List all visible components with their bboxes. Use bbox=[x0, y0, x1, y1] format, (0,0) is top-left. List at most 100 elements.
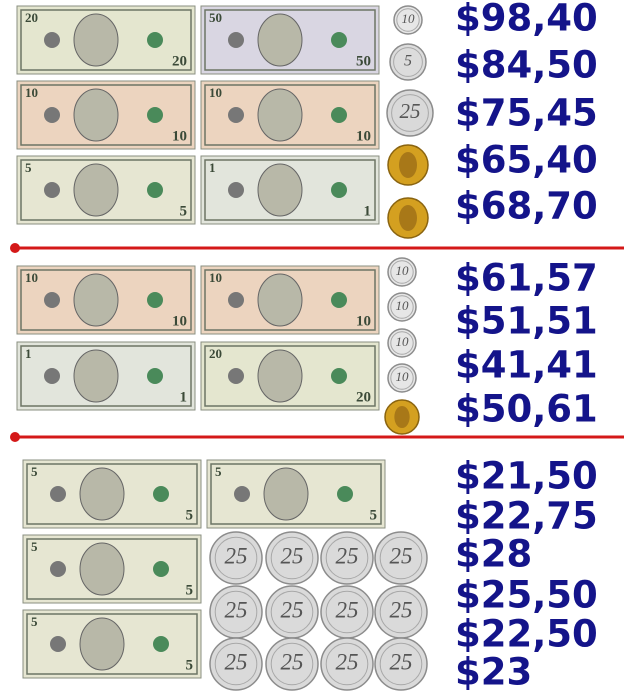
seal bbox=[147, 182, 163, 198]
portrait bbox=[74, 274, 118, 326]
bill: 1010 bbox=[17, 81, 195, 149]
seal bbox=[44, 32, 60, 48]
gold-coin-figure bbox=[394, 406, 409, 428]
coin-value: 25 bbox=[225, 543, 248, 568]
bill: 1010 bbox=[201, 81, 379, 149]
seal bbox=[331, 368, 347, 384]
seal bbox=[50, 636, 66, 652]
bill-denomination: 20 bbox=[209, 346, 222, 361]
coin-value: 10 bbox=[396, 334, 410, 349]
seal bbox=[153, 486, 169, 502]
seal bbox=[331, 182, 347, 198]
price-option: $25,50 bbox=[455, 574, 598, 617]
seal bbox=[228, 292, 244, 308]
bill-denomination: 1 bbox=[25, 346, 32, 361]
coin-value: 25 bbox=[336, 543, 359, 568]
price-option: $21,50 bbox=[455, 455, 598, 498]
price-option: $23 bbox=[455, 651, 532, 692]
price-option: $75,45 bbox=[455, 92, 598, 135]
portrait bbox=[264, 468, 308, 520]
portrait bbox=[258, 14, 302, 66]
gold-coin-figure bbox=[399, 205, 417, 231]
portrait bbox=[80, 618, 124, 670]
portrait bbox=[74, 164, 118, 216]
price-option: $51,51 bbox=[455, 300, 598, 343]
bill: 55 bbox=[17, 156, 195, 224]
portrait bbox=[80, 543, 124, 595]
portrait bbox=[74, 350, 118, 402]
gold-coin-figure bbox=[399, 152, 417, 178]
bill-denomination: 5 bbox=[180, 203, 188, 219]
seal bbox=[147, 368, 163, 384]
coin-value: 25 bbox=[390, 597, 413, 622]
price-option: $61,57 bbox=[455, 257, 598, 300]
bill: 55 bbox=[23, 610, 201, 678]
price-option: $84,50 bbox=[455, 44, 598, 87]
divider-dot bbox=[10, 243, 20, 253]
seal bbox=[44, 368, 60, 384]
bill-denomination: 1 bbox=[364, 203, 372, 219]
bill-denomination: 50 bbox=[209, 10, 222, 25]
seal bbox=[228, 182, 244, 198]
price-option: $68,70 bbox=[455, 185, 598, 228]
bill-denomination: 1 bbox=[180, 389, 188, 405]
bill-denomination: 20 bbox=[356, 389, 371, 405]
bill-denomination: 20 bbox=[172, 53, 187, 69]
bill-denomination: 5 bbox=[370, 507, 378, 523]
seal bbox=[153, 561, 169, 577]
seal bbox=[44, 107, 60, 123]
coin-value: 10 bbox=[396, 298, 410, 313]
coin-value: 25 bbox=[225, 649, 248, 674]
bill-denomination: 10 bbox=[356, 313, 371, 329]
portrait bbox=[74, 14, 118, 66]
coin-value: 25 bbox=[336, 649, 359, 674]
price-option: $41,41 bbox=[455, 344, 598, 387]
divider-dot bbox=[10, 432, 20, 442]
coin-value: 25 bbox=[281, 597, 304, 622]
bill-denomination: 5 bbox=[31, 614, 38, 629]
bill-denomination: 5 bbox=[31, 539, 38, 554]
bill-denomination: 5 bbox=[186, 657, 194, 673]
seal bbox=[234, 486, 250, 502]
bill: 1010 bbox=[201, 266, 379, 334]
seal bbox=[228, 107, 244, 123]
bill-denomination: 5 bbox=[186, 507, 194, 523]
seal bbox=[147, 32, 163, 48]
page: {"sections": [ {"bills": ["20", "50", "1… bbox=[0, 0, 624, 692]
price-option: $22,50 bbox=[455, 613, 598, 656]
coin-value: 10 bbox=[396, 369, 410, 384]
bill-denomination: 5 bbox=[25, 160, 32, 175]
portrait bbox=[80, 468, 124, 520]
price-option: $65,40 bbox=[455, 139, 598, 182]
seal bbox=[50, 486, 66, 502]
seal bbox=[147, 107, 163, 123]
coin-value: 25 bbox=[281, 543, 304, 568]
bill-denomination: 10 bbox=[25, 270, 38, 285]
seal bbox=[50, 561, 66, 577]
worksheet: 2020505010101010551110525$98,40$84,50$75… bbox=[0, 0, 624, 692]
bill-denomination: 5 bbox=[31, 464, 38, 479]
bill: 1010 bbox=[17, 266, 195, 334]
coin-value: 5 bbox=[404, 53, 412, 70]
portrait bbox=[258, 164, 302, 216]
bill-denomination: 1 bbox=[209, 160, 216, 175]
bill: 55 bbox=[207, 460, 385, 528]
seal bbox=[337, 486, 353, 502]
bill: 55 bbox=[23, 460, 201, 528]
seal bbox=[228, 32, 244, 48]
coin-value: 10 bbox=[402, 11, 416, 26]
bill-denomination: 5 bbox=[186, 582, 194, 598]
coin-value: 25 bbox=[390, 543, 413, 568]
portrait bbox=[258, 89, 302, 141]
coin-value: 25 bbox=[390, 649, 413, 674]
bill-denomination: 5 bbox=[215, 464, 222, 479]
bill-denomination: 10 bbox=[356, 128, 371, 144]
price-option: $98,40 bbox=[455, 0, 598, 40]
bill-denomination: 20 bbox=[25, 10, 38, 25]
seal bbox=[331, 32, 347, 48]
seal bbox=[331, 292, 347, 308]
seal bbox=[44, 292, 60, 308]
seal bbox=[44, 182, 60, 198]
